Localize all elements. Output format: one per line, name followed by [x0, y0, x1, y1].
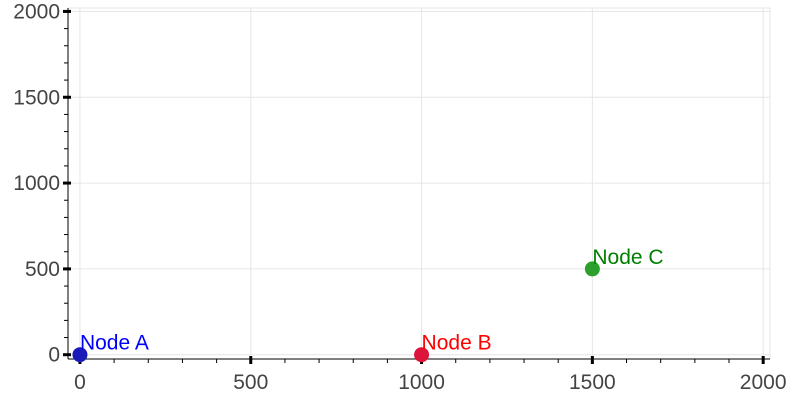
x-tick-label: 1000: [398, 371, 445, 394]
data-point: [72, 347, 88, 363]
data-point-label: Node B: [422, 332, 492, 355]
y-tick-label: 2000: [13, 0, 60, 23]
data-point-label: Node C: [592, 246, 663, 269]
grid: [68, 7, 771, 359]
data-point: [414, 347, 430, 363]
x-tick-label: 500: [233, 371, 268, 394]
y-tick-label: 1500: [13, 86, 60, 109]
y-axis-ticks: 0 500 1000 1500 2000: [13, 0, 71, 367]
y-tick-label: 0: [48, 344, 60, 367]
x-tick-label: 1500: [569, 371, 616, 394]
data-point-label: Node A: [80, 332, 149, 355]
x-tick-label: 0: [74, 371, 86, 394]
x-tick-label: 2000: [740, 371, 787, 394]
y-tick-label: 500: [25, 258, 60, 281]
data-point: [584, 261, 600, 277]
x-axis-ticks: 0 500 1000 1500 2000: [74, 356, 787, 394]
y-tick-label: 1000: [13, 172, 60, 195]
data-points: Node A Node B Node C: [72, 246, 664, 363]
